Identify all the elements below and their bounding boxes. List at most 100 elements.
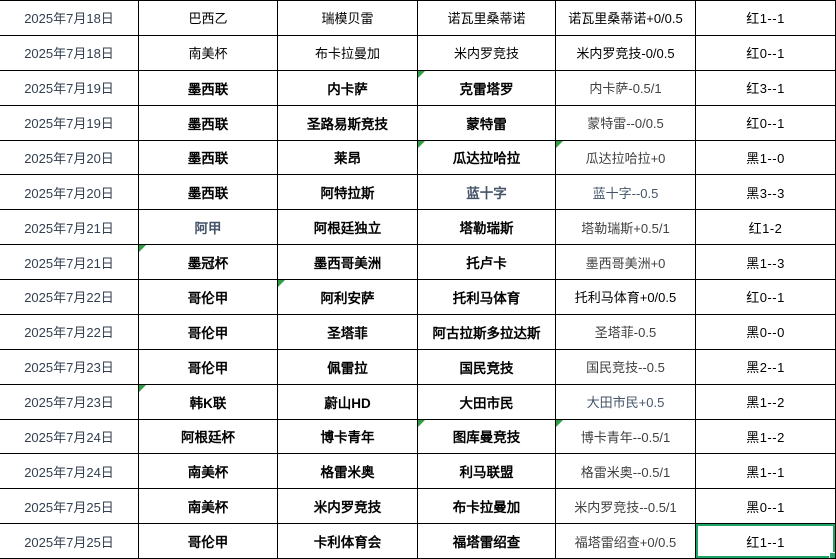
cell-result[interactable]: 黑1--3 [696, 245, 836, 280]
cell-league[interactable]: 墨西联 [139, 140, 278, 176]
cell-handicap[interactable]: 博卡青年--0.5/1 [556, 419, 696, 455]
cell-away[interactable]: 布卡拉曼加 [418, 489, 556, 525]
cell-date[interactable]: 2025年7月21日 [0, 210, 139, 246]
cell-handicap[interactable]: 蓝十字--0.5 [556, 175, 696, 211]
cell-league[interactable]: 巴西乙 [139, 1, 278, 36]
cell-home[interactable]: 蔚山HD [278, 384, 418, 420]
cell-home[interactable]: 格雷米奥 [278, 454, 418, 490]
cell-handicap[interactable]: 圣塔菲-0.5 [556, 314, 696, 350]
cell-date[interactable]: 2025年7月19日 [0, 70, 139, 106]
cell-away[interactable]: 托卢卡 [418, 245, 556, 280]
cell-away[interactable]: 塔勒瑞斯 [418, 210, 556, 246]
home-text: 卡利体育会 [313, 535, 382, 551]
cell-handicap[interactable]: 国民竞技--0.5 [556, 349, 696, 385]
cell-league[interactable]: 南美杯 [139, 489, 278, 525]
date-text: 2025年7月21日 [24, 255, 114, 271]
cell-league[interactable]: 哥伦甲 [139, 349, 278, 385]
cell-date[interactable]: 2025年7月18日 [0, 35, 139, 71]
cell-handicap[interactable]: 托利马体育+0/0.5 [556, 280, 696, 315]
cell-home[interactable]: 卡利体育会 [278, 524, 418, 559]
cell-away[interactable]: 克雷塔罗 [418, 70, 556, 106]
cell-home[interactable]: 阿利安萨 [278, 280, 418, 315]
cell-handicap[interactable]: 蒙特雷--0/0.5 [556, 105, 696, 141]
cell-result[interactable]: 黑2--1 [696, 349, 836, 385]
result-text: 红3--1 [746, 81, 785, 97]
cell-away[interactable]: 大田市民 [418, 384, 556, 420]
cell-date[interactable]: 2025年7月19日 [0, 105, 139, 141]
cell-league[interactable]: 韩K联 [139, 384, 278, 420]
cell-league[interactable]: 墨西联 [139, 70, 278, 106]
cell-date[interactable]: 2025年7月22日 [0, 280, 139, 315]
cell-home[interactable]: 墨西哥美洲 [278, 245, 418, 280]
cell-away[interactable]: 蓝十字 [418, 175, 556, 211]
cell-handicap[interactable]: 米内罗竞技--0.5/1 [556, 489, 696, 525]
cell-date[interactable]: 2025年7月25日 [0, 489, 139, 525]
cell-home[interactable]: 佩雷拉 [278, 349, 418, 385]
cell-league[interactable]: 阿甲 [139, 210, 278, 246]
cell-league[interactable]: 阿根廷杯 [139, 419, 278, 455]
cell-result[interactable]: 红0--1 [696, 105, 836, 141]
cell-handicap[interactable]: 诺瓦里桑蒂诺+0/0.5 [556, 1, 696, 36]
cell-result[interactable]: 黑1--2 [696, 384, 836, 420]
cell-league[interactable]: 哥伦甲 [139, 280, 278, 315]
cell-date[interactable]: 2025年7月25日 [0, 524, 139, 559]
cell-date[interactable]: 2025年7月22日 [0, 314, 139, 350]
cell-away[interactable]: 福塔雷绍查 [418, 524, 556, 559]
cell-home[interactable]: 阿根廷独立 [278, 210, 418, 246]
cell-date[interactable]: 2025年7月23日 [0, 384, 139, 420]
cell-result[interactable]: 黑0--1 [696, 489, 836, 525]
cell-away[interactable]: 图库曼竞技 [418, 419, 556, 455]
home-text: 内卡萨 [327, 81, 368, 97]
cell-home[interactable]: 圣塔菲 [278, 314, 418, 350]
cell-handicap[interactable]: 大田市民+0.5 [556, 384, 696, 420]
cell-handicap[interactable]: 瓜达拉哈拉+0 [556, 140, 696, 176]
cell-home[interactable]: 阿特拉斯 [278, 175, 418, 211]
cell-result[interactable]: 黑1--0 [696, 140, 836, 176]
cell-league[interactable]: 南美杯 [139, 35, 278, 71]
cell-date[interactable]: 2025年7月23日 [0, 349, 139, 385]
cell-away[interactable]: 阿古拉斯多拉达斯 [418, 314, 556, 350]
cell-result[interactable]: 红1--1 [696, 524, 836, 559]
cell-league[interactable]: 墨西联 [139, 105, 278, 141]
cell-result[interactable]: 黑1--2 [696, 419, 836, 455]
cell-away[interactable]: 蒙特雷 [418, 105, 556, 141]
cell-league[interactable]: 墨冠杯 [139, 245, 278, 280]
cell-home[interactable]: 博卡青年 [278, 419, 418, 455]
cell-away[interactable]: 诺瓦里桑蒂诺 [418, 1, 556, 36]
cell-home[interactable]: 瑞模贝雷 [278, 1, 418, 36]
cell-date[interactable]: 2025年7月21日 [0, 245, 139, 280]
cell-handicap[interactable]: 塔勒瑞斯+0.5/1 [556, 210, 696, 246]
cell-result[interactable]: 黑1--1 [696, 454, 836, 490]
cell-away[interactable]: 利马联盟 [418, 454, 556, 490]
cell-home[interactable]: 莱昂 [278, 140, 418, 176]
cell-date[interactable]: 2025年7月24日 [0, 419, 139, 455]
cell-result[interactable]: 红1-2 [696, 210, 836, 246]
cell-league[interactable]: 哥伦甲 [139, 524, 278, 559]
cell-date[interactable]: 2025年7月20日 [0, 140, 139, 176]
cell-result[interactable]: 红1--1 [696, 1, 836, 36]
cell-home[interactable]: 内卡萨 [278, 70, 418, 106]
cell-handicap[interactable]: 米内罗竞技-0/0.5 [556, 35, 696, 71]
cell-result[interactable]: 红3--1 [696, 70, 836, 106]
cell-date[interactable]: 2025年7月20日 [0, 175, 139, 211]
cell-away[interactable]: 瓜达拉哈拉 [418, 140, 556, 176]
cell-away[interactable]: 托利马体育 [418, 280, 556, 315]
cell-result[interactable]: 红0--1 [696, 35, 836, 71]
cell-date[interactable]: 2025年7月18日 [0, 1, 139, 36]
cell-home[interactable]: 布卡拉曼加 [278, 35, 418, 71]
cell-league[interactable]: 哥伦甲 [139, 314, 278, 350]
cell-home[interactable]: 圣路易斯竞技 [278, 105, 418, 141]
cell-result[interactable]: 黑0--0 [696, 314, 836, 350]
cell-handicap[interactable]: 墨西哥美洲+0 [556, 245, 696, 280]
cell-handicap[interactable]: 福塔雷绍查+0/0.5 [556, 524, 696, 559]
cell-result[interactable]: 红0--1 [696, 280, 836, 315]
cell-date[interactable]: 2025年7月24日 [0, 454, 139, 490]
cell-away[interactable]: 国民竞技 [418, 349, 556, 385]
cell-home[interactable]: 米内罗竞技 [278, 489, 418, 525]
cell-handicap[interactable]: 格雷米奥--0.5/1 [556, 454, 696, 490]
cell-result[interactable]: 黑3--3 [696, 175, 836, 211]
cell-handicap[interactable]: 内卡萨-0.5/1 [556, 70, 696, 106]
cell-league[interactable]: 南美杯 [139, 454, 278, 490]
cell-away[interactable]: 米内罗竞技 [418, 35, 556, 71]
cell-league[interactable]: 墨西联 [139, 175, 278, 211]
